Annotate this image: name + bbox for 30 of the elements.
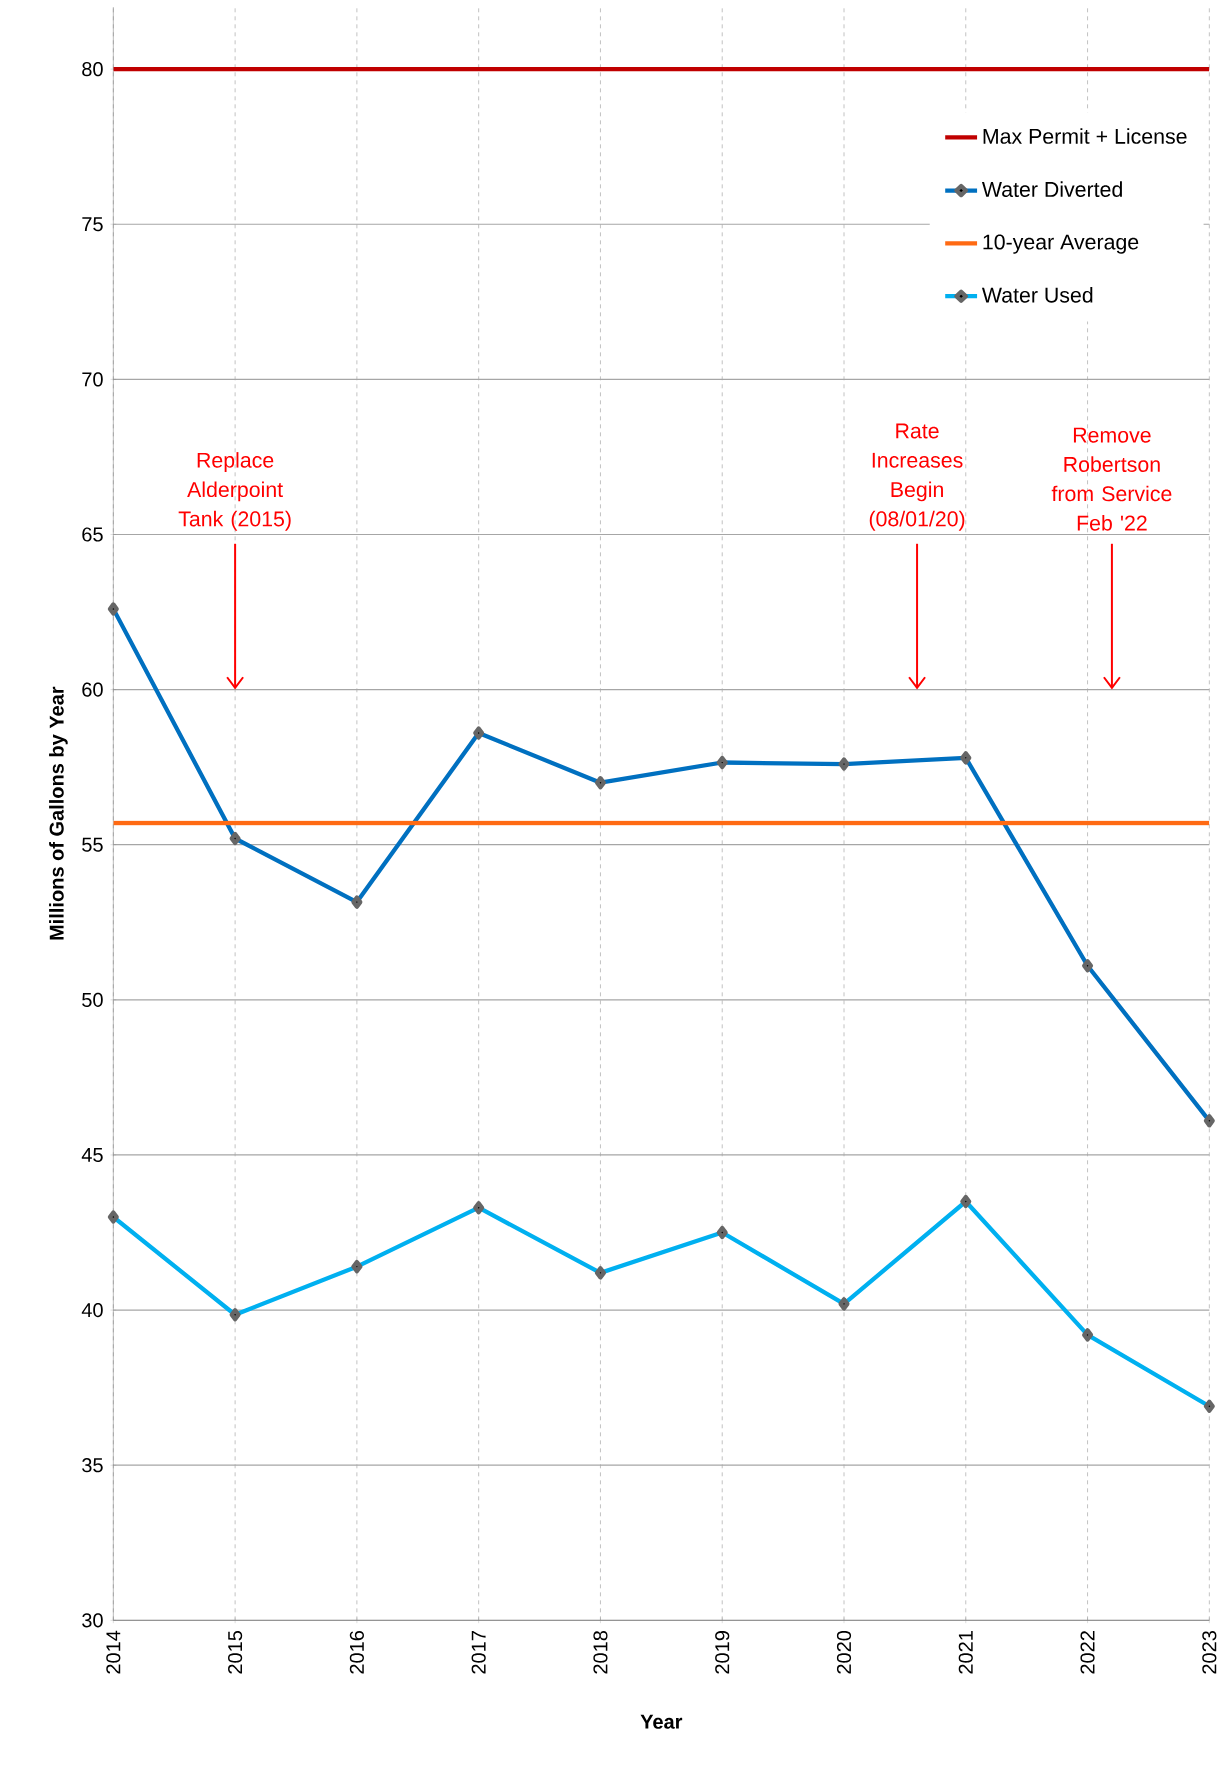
x-tick-label: 2017	[471, 1631, 486, 1674]
y-tick-label: 50	[82, 992, 103, 1007]
annotation: Remove Robertson from Service Feb '22	[1051, 427, 1172, 531]
y-tick-label: 80	[82, 62, 103, 77]
x-tick-label: 2018	[593, 1630, 608, 1674]
y-tick-label: 55	[82, 837, 103, 852]
y-tick-label: 65	[82, 527, 103, 542]
legend-label: Water Diverted	[981, 181, 1122, 197]
y-tick-label: 70	[82, 372, 103, 387]
legend-label: Water Used	[981, 287, 1093, 303]
legend-label: Max Permit + License	[983, 128, 1187, 144]
annotation: Replace Alderpoint Tank (2015)	[178, 452, 291, 531]
y-tick-label: 40	[81, 1303, 103, 1318]
x-tick-label: 2015	[228, 1630, 243, 1674]
x-tick-label: 2019	[715, 1631, 730, 1674]
x-tick-label: 2020	[836, 1630, 852, 1674]
x-tick-label: 2021	[958, 1631, 973, 1674]
x-tick-label: 2022	[1080, 1631, 1095, 1674]
x-tick-label: 2014	[106, 1630, 121, 1674]
x-axis-title: Year	[640, 1714, 683, 1729]
y-axis-title: Millions of Gallons by Year	[49, 686, 68, 940]
y-tick-label: 30	[82, 1613, 103, 1628]
annotation: Rate Increases Begin (08/01/20)	[869, 423, 965, 531]
y-tick-label: 35	[82, 1458, 103, 1473]
x-tick-label: 2016	[349, 1630, 364, 1674]
x-tick-label: 2023	[1202, 1630, 1217, 1674]
y-tick-label: 45	[81, 1147, 103, 1162]
y-tick-label: 75	[82, 217, 103, 232]
legend-label: 10-year Average	[983, 234, 1139, 254]
y-tick-label: 60	[82, 682, 103, 697]
